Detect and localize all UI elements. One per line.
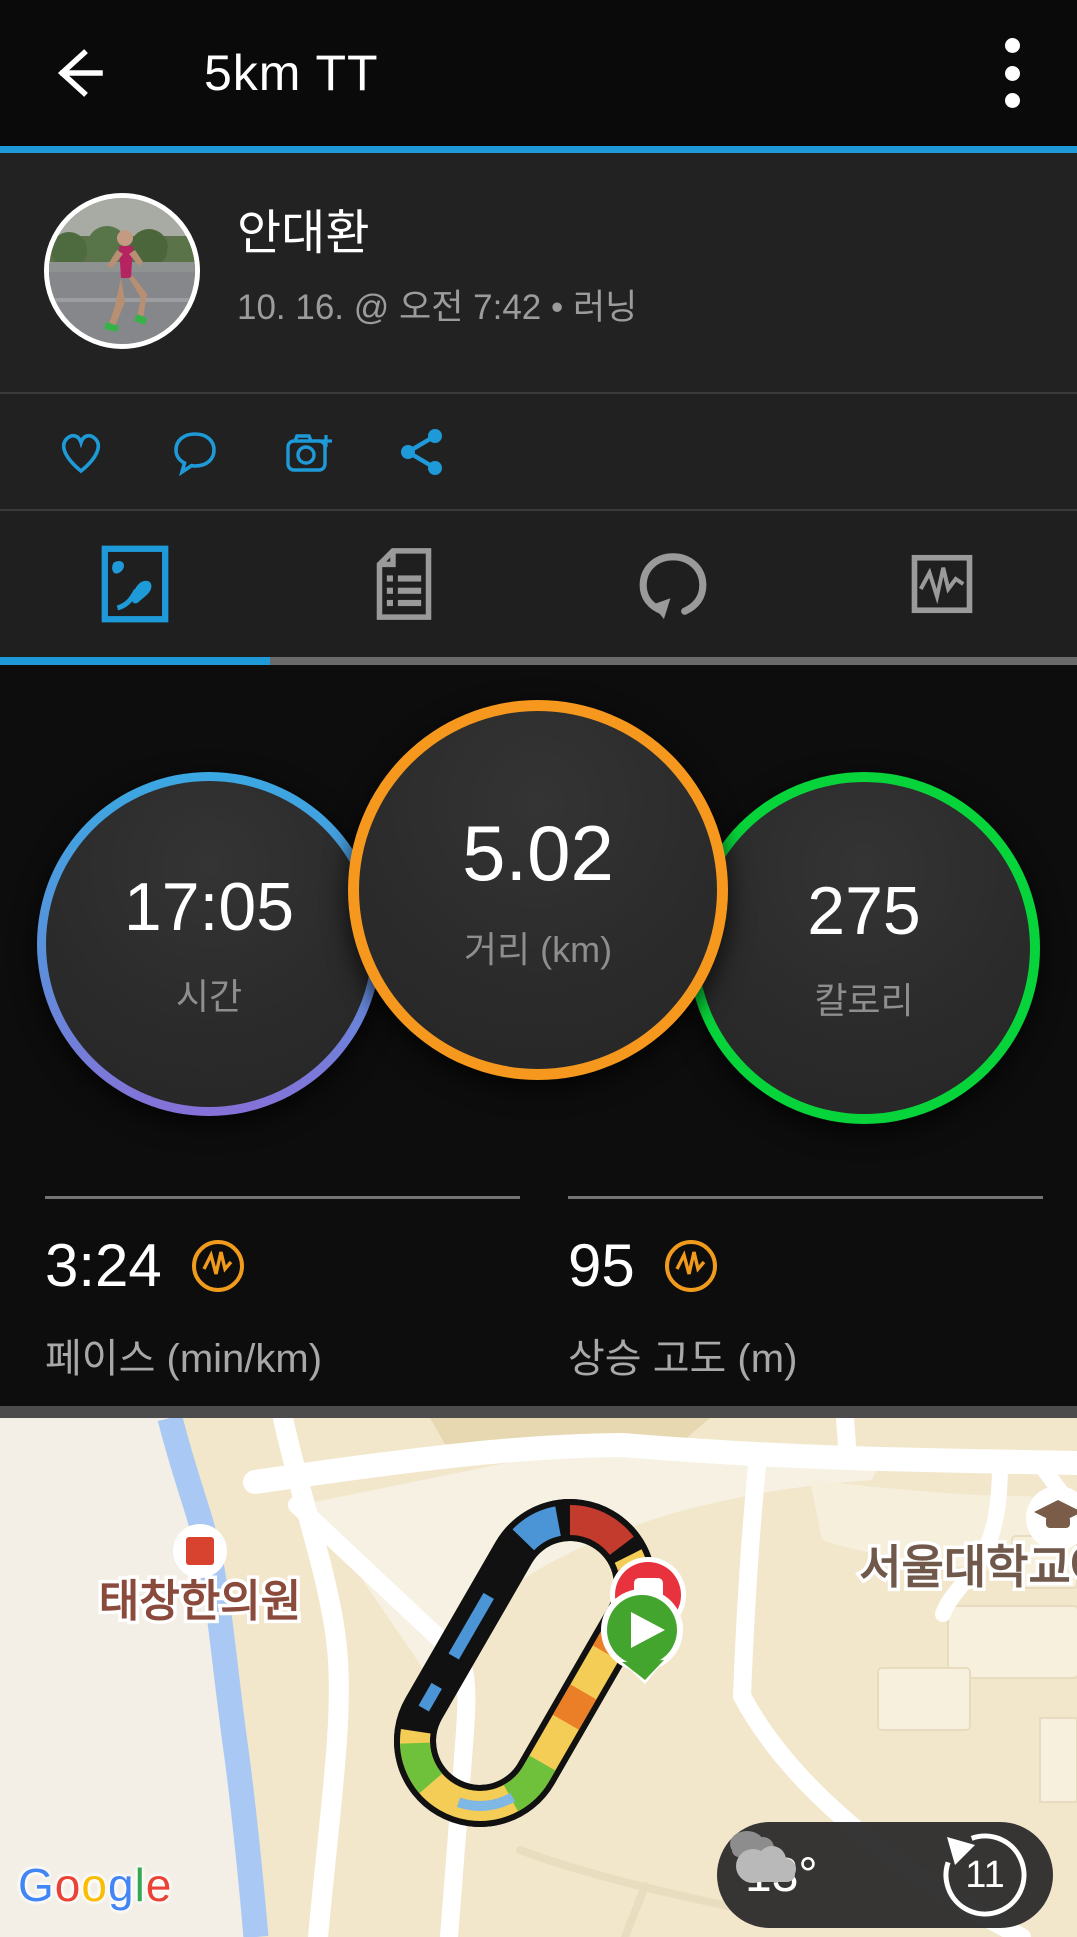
- google-logo: Google: [18, 1859, 173, 1911]
- profile-section: 안대환 10. 16. @ 오전 7:42 • 러닝: [0, 153, 1077, 392]
- university-label-partial: 이: [1069, 1541, 1077, 1593]
- document-stats-icon: [376, 548, 432, 620]
- route-snapshot-icon: [101, 545, 168, 623]
- athlete-name: 안대환: [237, 207, 370, 260]
- chart-zigzag-icon: [912, 554, 973, 614]
- tab-laps[interactable]: [539, 511, 808, 657]
- calories-label: 칼로리: [814, 980, 914, 1021]
- comment-bubble-icon[interactable]: [169, 426, 221, 478]
- distance-circle: 5.02 거리 (km): [348, 700, 728, 1080]
- page-title: 5km TT: [204, 45, 379, 101]
- weather-widget[interactable]: 13° 11: [717, 1822, 1053, 1928]
- pace-label: 페이스 (min/km): [45, 1337, 323, 1381]
- distance-label: 거리 (km): [463, 928, 613, 970]
- app-bar: 5km TT: [0, 0, 1077, 146]
- back-button[interactable]: [52, 45, 108, 101]
- university-label: 서울대학교: [859, 1541, 1071, 1593]
- active-tab-indicator: [0, 657, 270, 665]
- calories-value: 275: [807, 873, 921, 949]
- wind-indicator: 11: [939, 1829, 1031, 1921]
- summary-circles: 17:05 시간 275 칼로리 5.02 거리 (km): [0, 665, 1077, 1196]
- pace-value: 3:24: [45, 1232, 162, 1299]
- activity-datetime: 10. 16. @ 오전 7:42 • 러닝: [237, 288, 638, 327]
- wind-value: 11: [965, 1853, 1005, 1896]
- add-photo-camera-icon[interactable]: [283, 426, 335, 478]
- laps-loop-icon: [639, 553, 707, 619]
- map-top-divider: [0, 1406, 1077, 1418]
- runner-photo: [49, 198, 195, 344]
- calories-circle: 275 칼로리: [688, 772, 1040, 1124]
- time-value: 17:05: [123, 869, 295, 945]
- kebab-menu-icon[interactable]: [995, 38, 1029, 108]
- avatar[interactable]: [44, 193, 200, 349]
- tab-underline: [0, 657, 1077, 665]
- like-heart-icon[interactable]: [55, 426, 107, 478]
- river: [157, 1418, 269, 1937]
- clouds-icon: [730, 1831, 796, 1883]
- arrow-left-icon: [57, 49, 103, 97]
- tab-overview[interactable]: [0, 511, 269, 657]
- start-marker: [601, 1589, 683, 1684]
- distance-value: 5.02: [462, 808, 614, 897]
- elevation-label: 상승 고도 (m): [568, 1337, 798, 1381]
- elevation-value: 95: [568, 1232, 635, 1299]
- route-map[interactable]: 태창한의원 서울대학교 이 Google: [0, 1418, 1077, 1937]
- tab-bar: [0, 511, 1077, 665]
- time-label: 시간: [175, 976, 243, 1017]
- accent-divider: [0, 146, 1077, 153]
- social-actions: [0, 392, 1077, 511]
- elevation-stat: 95 상승 고도 (m): [568, 1196, 1043, 1384]
- substats-section: 3:24 페이스 (min/km) 95 상승 고도 (m): [0, 1196, 1077, 1406]
- clinic-label: 태창한의원: [99, 1577, 301, 1626]
- pace-zigzag-icon: [191, 1239, 244, 1292]
- tab-charts[interactable]: [808, 511, 1077, 657]
- wind-direction-icon: [943, 1833, 1027, 1917]
- pace-stat: 3:24 페이스 (min/km): [45, 1196, 520, 1384]
- tab-details[interactable]: [269, 511, 538, 657]
- time-circle: 17:05 시간: [37, 772, 381, 1116]
- share-icon[interactable]: [397, 426, 449, 478]
- elevation-zigzag-icon: [664, 1239, 717, 1292]
